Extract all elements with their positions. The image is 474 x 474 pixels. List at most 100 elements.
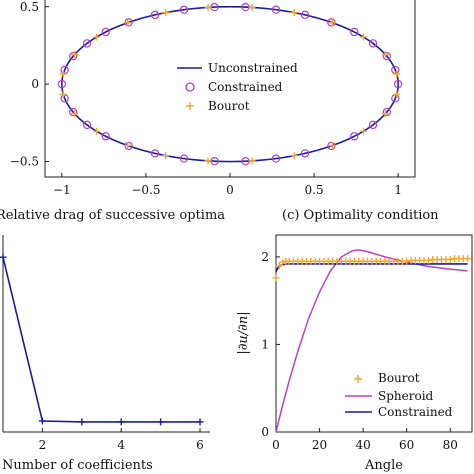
shape-legend: Unconstrained Constrained Bourot bbox=[170, 56, 310, 129]
constrained-point bbox=[271, 154, 281, 163]
drag-x-axis-label: Number of coefficients bbox=[2, 458, 153, 473]
legend-bourot-c-plus bbox=[354, 375, 362, 383]
legend-bourot-label: Bourot bbox=[208, 99, 250, 113]
bourot-point bbox=[328, 19, 336, 27]
bourot-point bbox=[393, 70, 401, 78]
optimality-x-tick-label: 20 bbox=[312, 438, 327, 452]
bourot-c-point bbox=[279, 258, 287, 266]
unconstrained-line bbox=[61, 5, 399, 163]
constrained-point bbox=[150, 10, 160, 20]
constrained-point bbox=[350, 132, 359, 141]
caption-optimality-condition: (c) Optimality condition bbox=[282, 208, 439, 223]
constrained-point bbox=[82, 120, 92, 130]
constrained-point bbox=[101, 132, 110, 141]
optimality-x-axis-label: Angle bbox=[364, 458, 403, 473]
shape-x-tick-label: −1 bbox=[53, 183, 71, 197]
bourot-point bbox=[162, 152, 170, 160]
legend-spheroid-label: Spheroid bbox=[378, 389, 434, 403]
bourot-point bbox=[359, 127, 367, 135]
constrained-point bbox=[300, 10, 310, 20]
bourot-point bbox=[93, 33, 101, 41]
drag-x-tick-label: 4 bbox=[117, 438, 125, 452]
constrained-point bbox=[300, 149, 310, 158]
constrained-point bbox=[350, 27, 359, 37]
bourot-point bbox=[71, 51, 79, 59]
bourot-c-point bbox=[446, 256, 454, 264]
drag-point bbox=[78, 418, 86, 426]
legend-constrained-c-label: Constrained bbox=[378, 405, 453, 419]
drag-point bbox=[117, 418, 125, 426]
optimality-x-tick-label: 40 bbox=[355, 438, 370, 452]
bourot-point bbox=[328, 142, 336, 150]
bourot-point bbox=[290, 152, 298, 160]
legend-bourot-swatch bbox=[186, 102, 194, 110]
constrained-point bbox=[368, 39, 378, 48]
optimality-y-tick-label: 0 bbox=[261, 425, 269, 439]
bourot-point bbox=[248, 157, 256, 165]
legend-bourot-c-label: Bourot bbox=[378, 371, 420, 385]
constrained-point bbox=[68, 51, 78, 61]
optimality-axes-frame bbox=[275, 234, 473, 433]
bourot-point bbox=[248, 3, 256, 11]
bourot-point bbox=[71, 110, 79, 118]
shape-x-tick-label: 0 bbox=[226, 183, 234, 197]
legend-constrained-swatch bbox=[185, 82, 195, 92]
panel-optimality: 0 20 40 60 80 0 1 2 Bourot Spheroid Constrained… bbox=[236, 234, 473, 473]
shape-x-tick-label: 0.5 bbox=[305, 183, 324, 197]
bourot-point bbox=[393, 90, 401, 98]
optimality-y-axis-label: |∂u/∂n| bbox=[236, 311, 251, 354]
shape-y-tick-label: −0.5 bbox=[10, 155, 39, 169]
bourot-point bbox=[59, 90, 67, 98]
bourot-point bbox=[381, 51, 389, 59]
shape-y-tick-label: 0.5 bbox=[20, 0, 39, 14]
panel-drag: 2 4 6 Number of coefficients bbox=[0, 235, 210, 473]
constrained-point bbox=[271, 5, 281, 14]
optimality-x-tick-label: 80 bbox=[443, 438, 458, 452]
drag-point bbox=[196, 418, 204, 426]
bourot-point bbox=[162, 9, 170, 17]
bourot-point bbox=[124, 19, 132, 27]
drag-x-tick-label: 2 bbox=[39, 438, 47, 452]
legend-constrained-label: Constrained bbox=[208, 80, 283, 94]
bourot-point bbox=[381, 110, 389, 118]
constrained-point bbox=[101, 27, 110, 37]
bourot-point bbox=[93, 127, 101, 135]
shape-y-tick-label: 0 bbox=[31, 77, 39, 91]
caption-relative-drag: Relative drag of successive optima bbox=[0, 208, 225, 223]
legend-bourot-c-swatch bbox=[354, 375, 362, 383]
drag-point bbox=[0, 253, 7, 261]
bourot-c-point bbox=[424, 256, 432, 264]
bourot-point bbox=[204, 3, 212, 11]
bourot-c-point bbox=[272, 274, 280, 282]
constrained-point bbox=[179, 154, 189, 163]
bourot-c-point bbox=[275, 262, 283, 270]
panel-shape: −1 −0.5 0 0.5 1 0.5 0 −0.5 Unconstrained Constr… bbox=[10, 0, 416, 197]
drag-point bbox=[157, 418, 165, 426]
bourot-point bbox=[359, 33, 367, 41]
optimality-legend: Bourot Spheroid Constrained bbox=[340, 368, 462, 424]
constrained-point bbox=[382, 51, 392, 61]
optimality-x-tick-label: 60 bbox=[399, 438, 414, 452]
constrained-point bbox=[82, 39, 92, 48]
bourot-point bbox=[124, 142, 132, 150]
constrained-point bbox=[179, 5, 189, 14]
shape-x-tick-label: −0.5 bbox=[131, 183, 160, 197]
constrained-point bbox=[393, 79, 403, 89]
bourot-point bbox=[59, 70, 67, 78]
constrained-point bbox=[368, 120, 378, 130]
legend-unconstrained-label: Unconstrained bbox=[208, 61, 298, 75]
optimality-y-tick-label: 2 bbox=[261, 250, 269, 264]
optimality-y-tick-label: 1 bbox=[261, 337, 269, 351]
optimality-x-tick-label: 0 bbox=[272, 438, 280, 452]
constrained-point bbox=[57, 79, 67, 89]
shape-x-tick-label: 1 bbox=[394, 183, 402, 197]
drag-point bbox=[38, 417, 46, 425]
bourot-point bbox=[290, 9, 298, 17]
legend-bourot-plus bbox=[186, 102, 194, 110]
bourot-c-point bbox=[464, 255, 472, 263]
bourot-point bbox=[204, 157, 212, 165]
constrained-point bbox=[150, 149, 160, 158]
drag-line bbox=[2, 257, 200, 423]
bourot-c-point bbox=[403, 257, 411, 265]
